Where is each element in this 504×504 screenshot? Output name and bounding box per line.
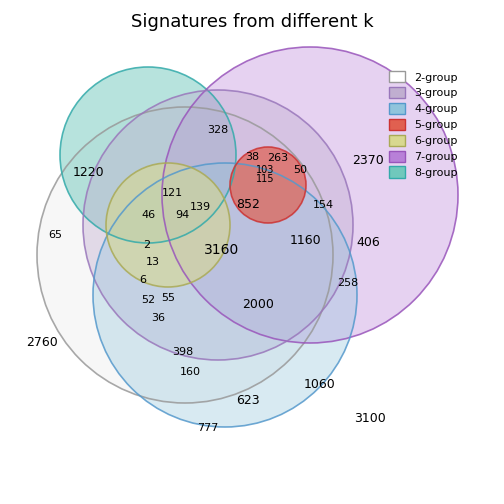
Circle shape: [93, 163, 357, 427]
Text: 2370: 2370: [352, 154, 384, 166]
Text: 406: 406: [356, 236, 380, 249]
Text: 94: 94: [175, 210, 189, 220]
Text: 2760: 2760: [26, 336, 58, 348]
Text: 38: 38: [245, 152, 259, 162]
Text: 1160: 1160: [289, 233, 321, 246]
Circle shape: [60, 67, 236, 243]
Text: 6: 6: [140, 275, 147, 285]
Text: 328: 328: [207, 125, 229, 135]
Circle shape: [106, 163, 230, 287]
Text: 623: 623: [236, 394, 260, 407]
Text: 852: 852: [236, 199, 260, 212]
Text: 2: 2: [144, 240, 151, 250]
Text: 1220: 1220: [72, 165, 104, 178]
Circle shape: [162, 47, 458, 343]
Text: 52: 52: [141, 295, 155, 305]
Circle shape: [37, 107, 333, 403]
Text: 36: 36: [151, 313, 165, 323]
Text: 65: 65: [48, 230, 62, 240]
Text: 46: 46: [141, 210, 155, 220]
Text: 263: 263: [268, 153, 289, 163]
Text: 398: 398: [172, 347, 194, 357]
Text: 3160: 3160: [205, 243, 239, 257]
Text: 1060: 1060: [304, 379, 336, 392]
Text: 3100: 3100: [354, 411, 386, 424]
Circle shape: [230, 147, 306, 223]
Text: 160: 160: [179, 367, 201, 377]
Text: 115: 115: [256, 174, 274, 184]
Text: 55: 55: [161, 293, 175, 303]
Text: 139: 139: [190, 202, 211, 212]
Text: 154: 154: [312, 200, 334, 210]
Text: Signatures from different k: Signatures from different k: [131, 13, 373, 31]
Legend: 2-group, 3-group, 4-group, 5-group, 6-group, 7-group, 8-group: 2-group, 3-group, 4-group, 5-group, 6-gr…: [389, 71, 458, 178]
Text: 2000: 2000: [242, 298, 274, 311]
Text: 13: 13: [146, 257, 160, 267]
Text: 777: 777: [197, 423, 219, 433]
Text: 50: 50: [293, 165, 307, 175]
Text: 103: 103: [256, 165, 274, 175]
Circle shape: [83, 90, 353, 360]
Text: 121: 121: [161, 188, 182, 198]
Text: 258: 258: [337, 278, 359, 288]
